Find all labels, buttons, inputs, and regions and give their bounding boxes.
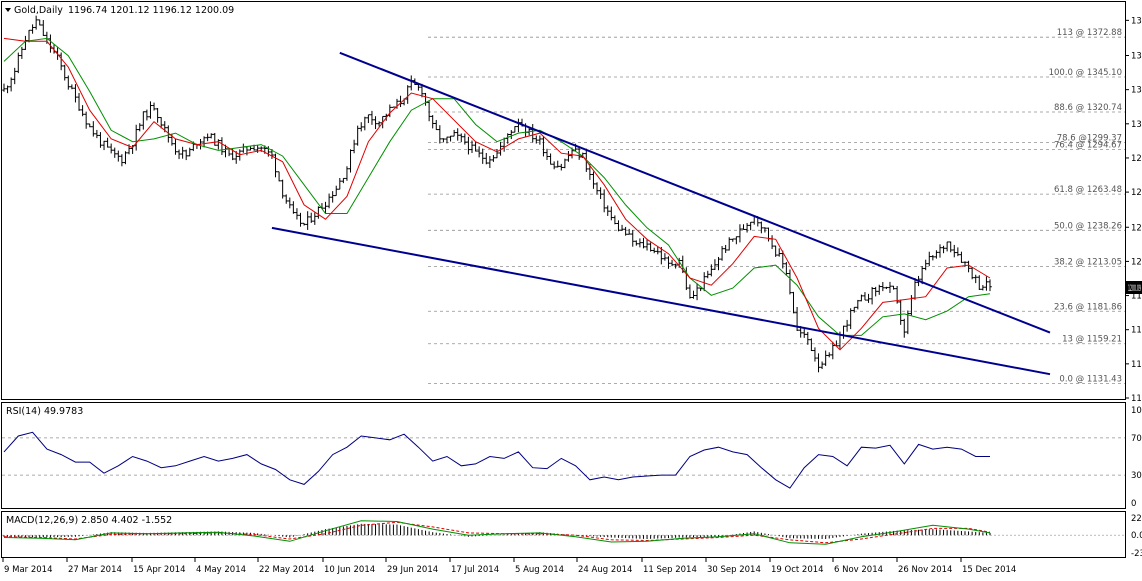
price-tick-label: 1121.40 xyxy=(1131,394,1142,404)
fib-level-label: 76.4 @ 1294.67 xyxy=(1054,140,1122,150)
price-tick-label: 1192.80 xyxy=(1131,292,1142,302)
price-tick-label: 1216.60 xyxy=(1131,257,1142,267)
fib-level-label: 88.6 @ 1320.74 xyxy=(1054,103,1122,113)
ohlc-values: 1196.74 1201.12 1196.12 1200.09 xyxy=(68,5,234,16)
fib-level-label: 13 @ 1159.21 xyxy=(1062,335,1122,345)
fib-level-label: 23.6 @ 1181.86 xyxy=(1054,302,1122,312)
price-panel-frame xyxy=(1,1,1126,400)
price-tick-label: 1169.00 xyxy=(1131,326,1142,336)
fib-level-label: 78.6 @1299.37 xyxy=(1057,134,1122,144)
x-tick-label: 26 Nov 2014 xyxy=(898,565,952,575)
macd-tick-label: -23.44 xyxy=(1131,549,1142,559)
x-tick-label: 6 Nov 2014 xyxy=(834,565,883,575)
price-tick-label: 1264.90 xyxy=(1131,188,1142,198)
rsi-lines xyxy=(2,431,1125,489)
macd-tick-label: 22.677 xyxy=(1131,514,1142,524)
trendline xyxy=(339,51,1051,334)
symbol-dropdown-icon[interactable] xyxy=(5,8,11,12)
x-tick-label: 22 May 2014 xyxy=(259,565,314,575)
current-price-tag xyxy=(1126,281,1142,294)
x-tick-label: 19 Oct 2014 xyxy=(771,565,824,575)
price-tick-label: 1288.70 xyxy=(1131,154,1142,164)
fib-level-label: 50.0 @ 1238.26 xyxy=(1054,221,1122,231)
rsi-title: RSI(14) 49.9783 xyxy=(6,406,83,417)
macd-lines xyxy=(3,520,991,545)
rsi-tick-label: 30 xyxy=(1131,471,1142,481)
price-tick-label: 1240.40 xyxy=(1131,223,1142,233)
macd-title: MACD(12,26,9) 2.850 4.402 -1.552 xyxy=(6,515,172,526)
x-tick-label: 11 Sep 2014 xyxy=(643,565,697,575)
fib-level-label: 100.0 @ 1345.10 xyxy=(1049,68,1122,78)
ma-slow-line xyxy=(3,37,991,336)
macd-tick-label: 0.00 xyxy=(1131,531,1142,541)
trendlines xyxy=(271,51,1051,376)
rsi-tick-label: 0 xyxy=(1131,499,1136,509)
fib-level-label: 0.0 @ 1131.43 xyxy=(1059,375,1122,385)
fib-level-label: 113 @ 1372.88 xyxy=(1057,28,1122,38)
fibonacci-levels: 113 @ 1372.88 100.0 @ 1345.10 88.6 @ 1320.… xyxy=(428,28,1125,385)
x-tick-label: 24 Aug 2014 xyxy=(578,565,632,575)
price-tick-label: 1145.20 xyxy=(1131,360,1142,370)
x-tick-label: 15 Dec 2014 xyxy=(962,565,1016,575)
ma-fast-line xyxy=(3,37,991,351)
indicator-lines xyxy=(3,37,991,351)
rsi-panel-frame xyxy=(1,402,1126,509)
x-tick-label: 30 Sep 2014 xyxy=(707,565,761,575)
macd-main-line xyxy=(3,520,991,545)
price-tick-label: 1336.30 xyxy=(1131,86,1142,96)
current-price-label: 1200.09 xyxy=(1128,284,1141,294)
x-tick-label: 5 Aug 2014 xyxy=(515,565,564,575)
trendline xyxy=(271,226,1051,376)
x-tick-label: 9 Mar 2014 xyxy=(4,565,52,575)
x-tick-label: 4 May 2014 xyxy=(196,565,246,575)
x-tick-label: 10 Jun 2014 xyxy=(324,565,375,575)
symbol-title: Gold,Daily xyxy=(14,5,63,16)
x-tick-label: 29 Jun 2014 xyxy=(387,565,438,575)
price-tick-label: 1360.10 xyxy=(1131,52,1142,62)
rsi-line xyxy=(3,431,990,489)
x-tick-label: 15 Apr 2014 xyxy=(133,565,186,575)
x-tick-label: 27 Mar 2014 xyxy=(68,565,122,575)
price-tick-label: 1384.60 xyxy=(1131,16,1142,26)
fib-level-label: 61.8 @ 1263.48 xyxy=(1054,185,1122,195)
rsi-tick-label: 70 xyxy=(1131,434,1142,444)
x-tick-label: 17 Jul 2014 xyxy=(451,565,499,575)
fib-level-label: 38.2 @ 1213.05 xyxy=(1054,257,1122,267)
rsi-tick-label: 100 xyxy=(1131,406,1142,416)
